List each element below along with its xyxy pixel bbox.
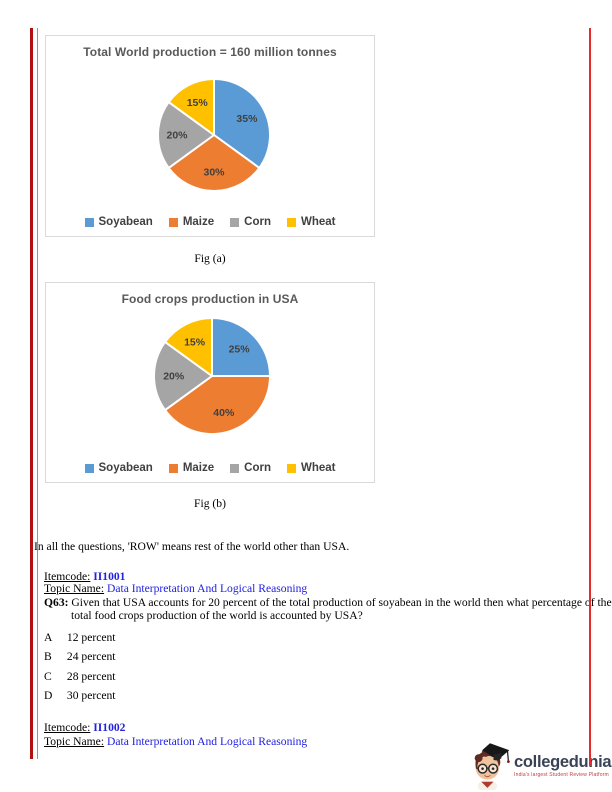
pie-data-label: 20% — [163, 371, 185, 383]
chart-title: Food crops production in USA — [121, 292, 299, 306]
option-letter: A — [44, 631, 53, 644]
topic-label: Topic Name: — [44, 582, 105, 595]
option-c: C 28 percent — [44, 667, 116, 686]
legend-swatch-icon — [168, 463, 178, 473]
question-number: Q63: — [44, 596, 69, 609]
legend-label: Wheat — [301, 216, 336, 228]
legend-swatch-icon — [168, 217, 178, 227]
option-b: B 24 percent — [44, 647, 116, 666]
option-letter: B — [44, 650, 52, 664]
question-q63: Q63: Given that USA accounts for 20 perc… — [44, 596, 612, 622]
pie-data-label: 15% — [187, 97, 209, 109]
legend-item-wheat: Wheat — [287, 216, 336, 228]
itemcode-label: Itemcode: — [44, 721, 91, 734]
pie-slice-corn — [153, 340, 213, 412]
pie-data-label: 15% — [184, 337, 206, 349]
legend-swatch-icon — [230, 217, 240, 227]
legend-swatch-icon — [287, 217, 296, 227]
topic-link[interactable]: Data Interpretation And Logical Reasonin… — [106, 734, 308, 748]
question-text: Given that USA accounts for 20 percent o… — [71, 596, 612, 622]
right-margin-line — [589, 28, 591, 766]
legend-item-maize: Maize — [168, 216, 215, 228]
chart-legend: Soyabean Maize Corn Wheat — [46, 216, 374, 228]
legend-item-soyabean: Soyabean — [84, 462, 153, 474]
pie-slice-maize — [164, 375, 271, 435]
topic-label: Topic Name: — [44, 734, 105, 748]
legend-swatch-icon — [84, 463, 94, 473]
usa-production-pie-chart: Food crops production in USA 25% 40% 20% 15… — [45, 282, 375, 483]
pie-usa: 25% 40% 20% 15% — [153, 317, 271, 435]
legend-item-corn: Corn — [230, 216, 271, 228]
itemcode-row: Itemcode: II1001 — [44, 571, 307, 583]
collegedunia-logo[interactable]: collegedunia India's largest Student Rev… — [469, 742, 612, 790]
legend-label: Wheat — [301, 462, 336, 474]
brand-tagline: India's largest Student Review Platform — [514, 771, 609, 778]
topic-row: Topic Name: Data Interpretation And Logi… — [44, 735, 307, 749]
brand-name: collegedunia — [514, 753, 612, 772]
figure-b-caption: Fig (b) — [194, 497, 226, 510]
answer-options: A 12 percent B 24 percent C 28 percent D… — [44, 628, 116, 705]
legend-label: Soyabean — [98, 462, 153, 474]
pie-slice-maize — [167, 134, 261, 192]
topic-link[interactable]: Data Interpretation And Logical Reasonin… — [106, 582, 308, 595]
chart-legend: Soyabean Maize Corn Wheat — [46, 462, 374, 474]
figure-a-caption: Fig (a) — [194, 252, 226, 265]
collegedunia-mascot-icon — [474, 743, 510, 790]
pie-slice-wheat — [167, 78, 215, 136]
legend-item-corn: Corn — [230, 462, 271, 474]
itemcode-value: II1001 — [93, 570, 126, 583]
legend-label: Maize — [182, 216, 215, 228]
option-text: 24 percent — [66, 650, 116, 664]
legend-item-maize: Maize — [168, 462, 215, 474]
logo-text: collegedunia India's largest Student Rev… — [514, 753, 612, 778]
left-margin-line-light — [36, 28, 38, 759]
legend-label: Corn — [244, 462, 271, 474]
legend-swatch-icon — [84, 217, 94, 227]
pie-data-label: 35% — [236, 113, 258, 125]
pie-slice-soyabean — [213, 78, 271, 169]
legend-label: Corn — [244, 216, 271, 228]
world-production-pie-chart: Total World production = 160 million ton… — [45, 35, 375, 237]
legend-item-soyabean: Soyabean — [84, 216, 153, 228]
option-d: D 30 percent — [44, 686, 116, 705]
option-letter: D — [44, 688, 53, 702]
pie-data-label: 25% — [229, 344, 251, 356]
option-text: 28 percent — [66, 669, 116, 683]
chart-title: Total World production = 160 million ton… — [83, 45, 337, 59]
item-block-1: Itemcode: II1001 Topic Name: Data Interp… — [44, 571, 307, 595]
itemcode-value: II1002 — [93, 721, 126, 734]
pie-slice-soyabean — [211, 317, 271, 377]
legend-swatch-icon — [230, 463, 240, 473]
pie-data-label: 20% — [166, 130, 188, 142]
option-text: 30 percent — [66, 688, 116, 702]
topic-row: Topic Name: Data Interpretation And Logi… — [44, 583, 307, 595]
option-letter: C — [44, 669, 52, 683]
pie-data-label: 40% — [213, 407, 235, 419]
option-a: A 12 percent — [44, 628, 116, 647]
item-block-2: Itemcode: II1002 Topic Name: Data Interp… — [44, 721, 307, 748]
pie-world: 35% 30% 20% 15% — [157, 78, 271, 192]
legend-label: Maize — [182, 462, 215, 474]
row-definition-note: In all the questions, 'ROW' means rest o… — [34, 540, 350, 553]
legend-item-wheat: Wheat — [287, 462, 336, 474]
legend-label: Soyabean — [98, 216, 153, 228]
left-margin-line-dark — [30, 28, 33, 759]
itemcode-row: Itemcode: II1002 — [44, 721, 307, 735]
pie-data-label: 30% — [203, 167, 225, 179]
pie-slice-wheat — [164, 317, 213, 377]
itemcode-label: Itemcode: — [44, 570, 91, 583]
legend-swatch-icon — [287, 463, 296, 473]
option-text: 12 percent — [66, 631, 116, 644]
pie-slice-corn — [157, 101, 215, 169]
